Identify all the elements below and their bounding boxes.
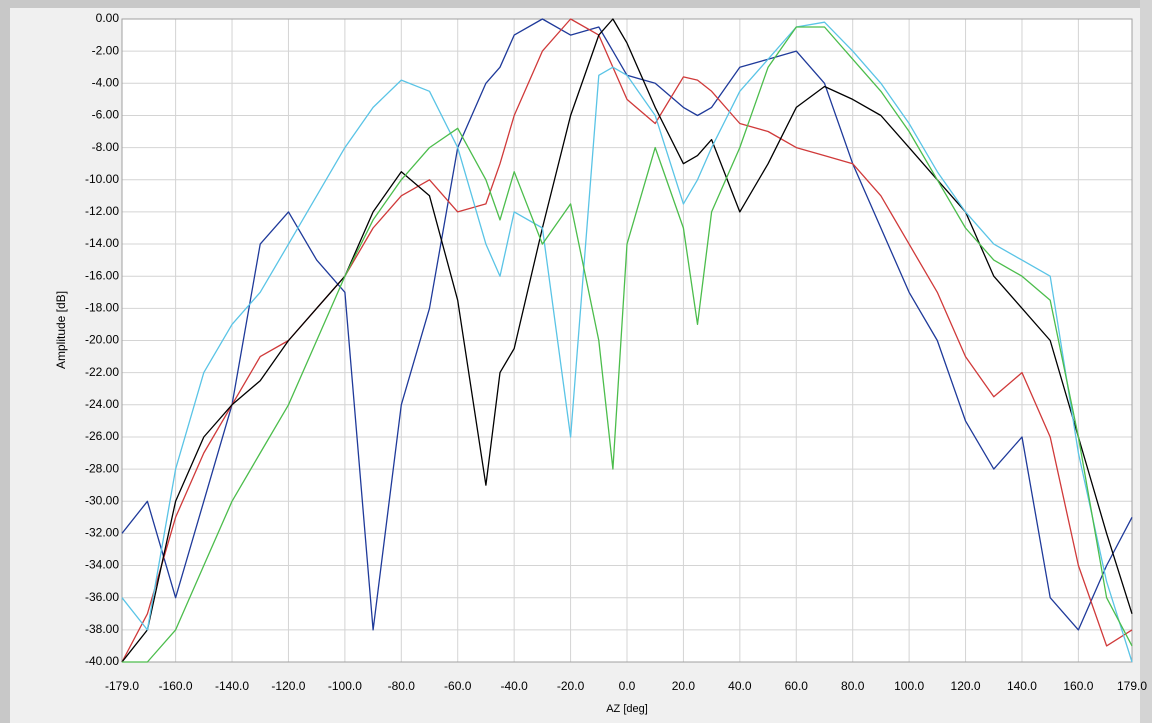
x-tick-label: -179.0 (105, 679, 139, 693)
series-line (121, 21, 1133, 663)
y-tick-label: -10.00 (85, 172, 119, 186)
x-tick-label: 40.0 (728, 679, 752, 693)
y-tick-label: 0.00 (96, 11, 120, 25)
y-tick-label: -6.00 (92, 108, 120, 122)
y-tick-label: -34.00 (85, 558, 119, 572)
x-tick-label: 100.0 (894, 679, 924, 693)
top-strip (0, 0, 1152, 8)
y-tick-label: -2.00 (92, 43, 120, 57)
y-tick-label: -4.00 (92, 75, 120, 89)
x-tick-label: -160.0 (159, 679, 193, 693)
y-tick-label: -32.00 (85, 526, 119, 540)
series-line (122, 26, 1133, 663)
x-tick-label: -80.0 (388, 679, 416, 693)
y-tick-label: -36.00 (85, 590, 119, 604)
y-tick-label: -28.00 (85, 461, 119, 475)
y-tick-label: -38.00 (85, 622, 119, 636)
x-tick-label: 60.0 (785, 679, 809, 693)
right-strip (1140, 0, 1152, 723)
x-tick-label: 160.0 (1063, 679, 1093, 693)
y-tick-label: -8.00 (92, 140, 120, 154)
x-tick-label: -60.0 (444, 679, 472, 693)
y-tick-label: -16.00 (85, 268, 119, 282)
x-tick-label: 20.0 (672, 679, 696, 693)
y-tick-label: -12.00 (85, 204, 119, 218)
y-tick-label: -30.00 (85, 493, 119, 507)
y-tick-label: -18.00 (85, 301, 119, 315)
series-line (121, 18, 1133, 631)
y-tick-label: -40.00 (85, 654, 119, 668)
x-tick-label: 120.0 (951, 679, 981, 693)
y-tick-label: -14.00 (85, 236, 119, 250)
x-tick-label: 0.0 (619, 679, 636, 693)
x-tick-label: -140.0 (215, 679, 249, 693)
x-tick-label: -100.0 (328, 679, 362, 693)
x-tick-label: -20.0 (557, 679, 585, 693)
x-tick-label: 179.0 (1117, 679, 1147, 693)
left-strip (0, 0, 10, 723)
x-tick-label: 140.0 (1007, 679, 1037, 693)
y-axis-title: Amplitude [dB] (54, 291, 68, 369)
series-line (121, 18, 1133, 663)
x-tick-label: 80.0 (841, 679, 865, 693)
y-tick-label: -22.00 (85, 365, 119, 379)
y-tick-label: -24.00 (85, 397, 119, 411)
plot-frame (121, 18, 1133, 663)
x-tick-label: -40.0 (500, 679, 528, 693)
x-tick-label: -120.0 (271, 679, 305, 693)
y-tick-label: -26.00 (85, 429, 119, 443)
x-axis-title: AZ [deg] (606, 703, 648, 715)
y-tick-label: -20.00 (85, 333, 119, 347)
